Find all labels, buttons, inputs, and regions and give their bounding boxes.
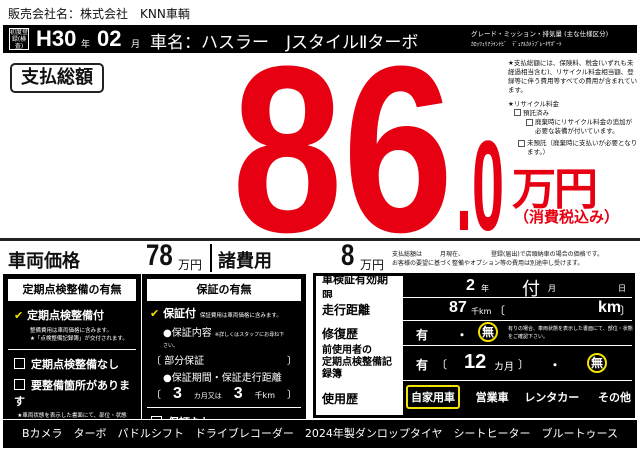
checkbox[interactable] bbox=[526, 119, 533, 126]
month-unit: 月 bbox=[548, 284, 556, 293]
shaken-row: 車検証有効期限 2 年 付 月 日 bbox=[316, 273, 632, 302]
recycle-extra: 廃棄時にリサイクル料金の追加が必要な装備が付いています。 bbox=[535, 118, 633, 135]
seller-name: 販売会社名：株式会社 KNN車輌 bbox=[8, 7, 190, 21]
km-unit: 千km bbox=[254, 391, 275, 400]
bracket: 〔 bbox=[494, 304, 505, 317]
day-unit: 日 bbox=[618, 284, 626, 293]
checkbox[interactable] bbox=[14, 379, 25, 390]
total-price-integer: 86 bbox=[232, 17, 454, 282]
separator: ・ bbox=[549, 358, 562, 372]
grade-label: グレード・ミッション・排気量 (主な仕様区分) bbox=[471, 30, 609, 38]
grade-value: ｶﾛｯﾂｪﾘｱﾗｲﾝﾅﾋﾞ ﾃﾞｭｱﾙｶﾒﾗﾌﾞﾚｰｷｻﾎﾟｰﾄ bbox=[471, 42, 562, 48]
checkbox[interactable] bbox=[518, 140, 525, 147]
warranty-title: 保証の有無 bbox=[147, 279, 301, 301]
warranty-period-label: ●保証期間・保証走行距離 bbox=[163, 373, 282, 384]
header-bar: 初度登録(検査) H30 年 02 月 車名：ハスラー JスタイルⅡターボ グレ… bbox=[3, 25, 637, 53]
vehicle-price-value: 78 bbox=[146, 239, 173, 272]
repair-label: 修復歴 bbox=[316, 321, 403, 345]
months-unit: カ月 bbox=[193, 392, 208, 400]
warranty-note: 保証費用は車両価格に含みます。 bbox=[199, 313, 282, 319]
equipment-footer: Bカメラ ターボ パドルシフト ドライブレコーダー 2024年製ダンロップタイヤ… bbox=[3, 420, 637, 448]
separator: ・ bbox=[456, 328, 469, 342]
total-price-decimal: .0 bbox=[456, 115, 505, 258]
tax-note: （消費税込み） bbox=[514, 208, 620, 226]
inspection-title: 定期点検整備の有無 bbox=[8, 279, 136, 301]
or-label: 又は bbox=[207, 392, 222, 400]
repair-note: 有りの場合、車両状態を表示した書面にて、部位・状態をご確認下さい。 bbox=[508, 326, 633, 340]
record-unit: カ月 bbox=[494, 362, 514, 373]
inspection-with: 定期点検整備付 bbox=[27, 309, 105, 322]
warranty-with: 保証付 bbox=[163, 307, 197, 320]
record-label: 前使用者の bbox=[322, 345, 372, 356]
checkbox[interactable] bbox=[514, 109, 521, 116]
warranty-panel: 保証の有無 ✔ 保証付 保証費用は車両価格に含みます。 ●保証内容 ※詳しくはス… bbox=[142, 274, 306, 429]
month-unit: 月 bbox=[131, 40, 141, 50]
total-price-unit: 万円 bbox=[512, 164, 598, 215]
record-no-selected[interactable]: 無 bbox=[587, 353, 607, 373]
check-icon[interactable]: ✔ bbox=[14, 309, 24, 322]
inspection-without: 定期点検整備なし bbox=[31, 358, 119, 371]
mileage-row: 走行距離 87 千km 〔 km 〕 bbox=[316, 298, 632, 321]
inspection-note: ★「点検整備記録簿」が交付されます。 bbox=[30, 336, 128, 342]
record-months: 12 bbox=[464, 351, 487, 373]
fees-label: 諸費用 bbox=[218, 251, 272, 272]
mileage-unit: 千km bbox=[471, 307, 492, 316]
repair-no-selected[interactable]: 無 bbox=[478, 322, 498, 342]
mileage-value: 87 bbox=[449, 299, 467, 316]
record-yes[interactable]: 有 bbox=[416, 358, 429, 372]
inspection-panel: 定期点検整備の有無 ✔ 定期点検整備付 整備費用は車両価格に含みます。 ★「点検整… bbox=[3, 274, 141, 427]
vehicle-price-unit: 万円 bbox=[178, 258, 203, 272]
mileage-exact-unit: km bbox=[598, 299, 622, 316]
usage-rental[interactable]: レンタカー bbox=[524, 391, 580, 404]
registration-month: 02 bbox=[97, 26, 122, 51]
bracket: 〕 bbox=[518, 358, 529, 371]
shaken-month: 付 bbox=[522, 279, 540, 300]
divider bbox=[0, 238, 640, 241]
recycle-label: ★リサイクル料金 bbox=[508, 100, 560, 108]
shaken-label: 車検証有効期限 bbox=[316, 273, 403, 302]
details-panel: 車検証有効期限 2 年 付 月 日 走行距離 87 千km 〔 km 〕 修復歴… bbox=[313, 273, 635, 418]
registration-year: H30 bbox=[36, 26, 77, 51]
total-label: 支払総額 bbox=[10, 63, 104, 93]
checkbox[interactable] bbox=[14, 358, 25, 369]
usage-label: 使用歴 bbox=[316, 381, 403, 415]
car-name: 車名：ハスラー JスタイルⅡターボ bbox=[150, 33, 419, 53]
shaken-year: 2 bbox=[466, 277, 475, 294]
total-notes: ★支払総額には、保険料、税金(いずれも未経過相当含む)、リサイクル料金相当額、登… bbox=[508, 59, 638, 157]
first-registration-label: 初度登録(検査) bbox=[9, 28, 29, 50]
fees-unit: 万円 bbox=[360, 258, 385, 272]
price-note: お客様の要望に基づく整備やオプション等の費用は別途申し受けます。 bbox=[392, 260, 584, 267]
year-unit: 年 bbox=[81, 40, 91, 50]
recycle-not-deposited: 未預託（廃棄時に支払いが必要となります。） bbox=[527, 139, 638, 156]
warranty-content-value: 部分保証 bbox=[164, 356, 205, 367]
bracket: 〕 bbox=[620, 304, 631, 317]
usage-private-selected[interactable]: 自家用車 bbox=[406, 385, 460, 409]
inspection-needs: 要整備箇所があります bbox=[14, 379, 130, 408]
check-icon[interactable]: ✔ bbox=[150, 307, 160, 320]
usage-row: 使用歴 自家用車 営業車 レンタカー その他 bbox=[316, 381, 632, 415]
mileage-label: 走行距離 bbox=[316, 298, 403, 320]
total-note: ★支払総額には、保険料、税金(いずれも未経過相当含む)、リサイクル料金相当額、登… bbox=[508, 59, 638, 94]
price-notes: 支払総額は 月現在、 登録(届出)で店頭納車の場合の価格です。 お客様の要望に基… bbox=[392, 250, 603, 268]
vehicle-price-label: 車両価格 bbox=[8, 251, 80, 272]
repair-yes[interactable]: 有 bbox=[416, 328, 429, 342]
warranty-content-note: ※詳しくはスタッフにお尋ね下さい。 bbox=[163, 332, 285, 349]
warranty-km: 3 bbox=[233, 385, 243, 402]
repair-row: 修復歴 有 ・ 無 有りの場合、車両状態を表示した書面にて、部位・状態をご確認下… bbox=[316, 321, 633, 346]
warranty-content-label: ●保証内容 bbox=[163, 328, 212, 339]
record-label: 定期点検整備記録簿 bbox=[322, 357, 392, 380]
usage-other[interactable]: その他 bbox=[597, 391, 631, 404]
record-row: 前使用者の 定期点検整備記録簿 有 〔 12 カ月 〕 ・ 無 bbox=[316, 345, 632, 381]
usage-commercial[interactable]: 営業車 bbox=[475, 391, 509, 404]
recycle-deposited: 預託済み bbox=[523, 109, 549, 117]
inspection-note: 整備費用は車両価格に含みます。 bbox=[30, 328, 112, 334]
year-unit: 年 bbox=[481, 284, 489, 293]
warranty-months: 3 bbox=[172, 385, 182, 402]
price-note: 支払総額は 月現在、 登録(届出)で店頭納車の場合の価格です。 bbox=[392, 251, 604, 258]
divider bbox=[210, 244, 212, 272]
fees-value: 8 bbox=[341, 239, 355, 272]
bracket: 〔 bbox=[436, 358, 447, 371]
